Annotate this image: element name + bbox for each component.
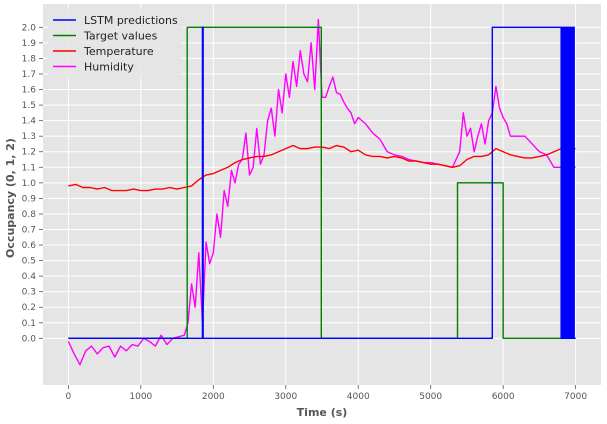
y-tick-label: 0.9 xyxy=(22,194,37,204)
legend-entry: Humidity xyxy=(84,61,134,74)
legend-entry: Temperature xyxy=(83,45,154,58)
y-tick-label: 0.8 xyxy=(22,210,37,220)
x-tick-label: 1000 xyxy=(129,392,152,402)
x-tick-label: 6000 xyxy=(492,392,515,402)
x-ticks: 0 1000 2000 3000 4000 5000 6000 7000 xyxy=(65,385,587,402)
y-tick-label: 0.1 xyxy=(22,319,36,329)
y-ticks: 0.0 0.1 0.2 0.3 0.4 0.5 0.6 0.7 0.8 0.9 1.0 1.1 1.2 1… xyxy=(22,23,43,344)
x-tick-label: 3000 xyxy=(274,392,297,402)
x-tick-label: 0 xyxy=(65,392,71,402)
y-tick-label: 0.0 xyxy=(22,334,37,344)
y-tick-label: 1.8 xyxy=(22,54,37,64)
series-line-humidity xyxy=(67,18,576,366)
x-axis-title: Time (s) xyxy=(297,406,348,419)
y-tick-label: 1.4 xyxy=(22,117,37,127)
y-tick-label: 1.0 xyxy=(22,179,37,189)
legend: LSTM predictions Target values Temperature… xyxy=(48,8,182,78)
y-tick-label: 0.4 xyxy=(22,272,37,282)
y-tick-label: 0.5 xyxy=(22,257,36,267)
legend-entry: LSTM predictions xyxy=(84,14,178,27)
y-tick-label: 1.2 xyxy=(22,148,36,158)
x-tick-label: 4000 xyxy=(347,392,370,402)
x-tick-label: 5000 xyxy=(419,392,442,402)
y-tick-label: 0.3 xyxy=(22,288,36,298)
y-tick-label: 1.5 xyxy=(22,101,36,111)
x-tick-label: 2000 xyxy=(202,392,225,402)
y-tick-label: 1.7 xyxy=(22,70,36,80)
y-tick-label: 2.0 xyxy=(22,23,37,33)
series-line-lstm-predictions xyxy=(68,26,576,340)
y-tick-label: 1.3 xyxy=(22,132,36,142)
series-layer xyxy=(67,18,576,366)
y-tick-label: 0.2 xyxy=(22,303,36,313)
legend-entry: Target values xyxy=(83,30,158,43)
y-tick-label: 0.7 xyxy=(22,225,36,235)
y-tick-label: 1.1 xyxy=(22,163,36,173)
plot-area xyxy=(67,18,576,366)
y-axis-title: Occupancy (0, 1, 2) xyxy=(4,138,17,258)
y-tick-label: 1.9 xyxy=(22,39,37,49)
y-tick-label: 1.6 xyxy=(22,86,37,96)
y-tick-label: 0.6 xyxy=(22,241,37,251)
x-tick-label: 7000 xyxy=(564,392,587,402)
series-line-temperature xyxy=(68,144,576,192)
